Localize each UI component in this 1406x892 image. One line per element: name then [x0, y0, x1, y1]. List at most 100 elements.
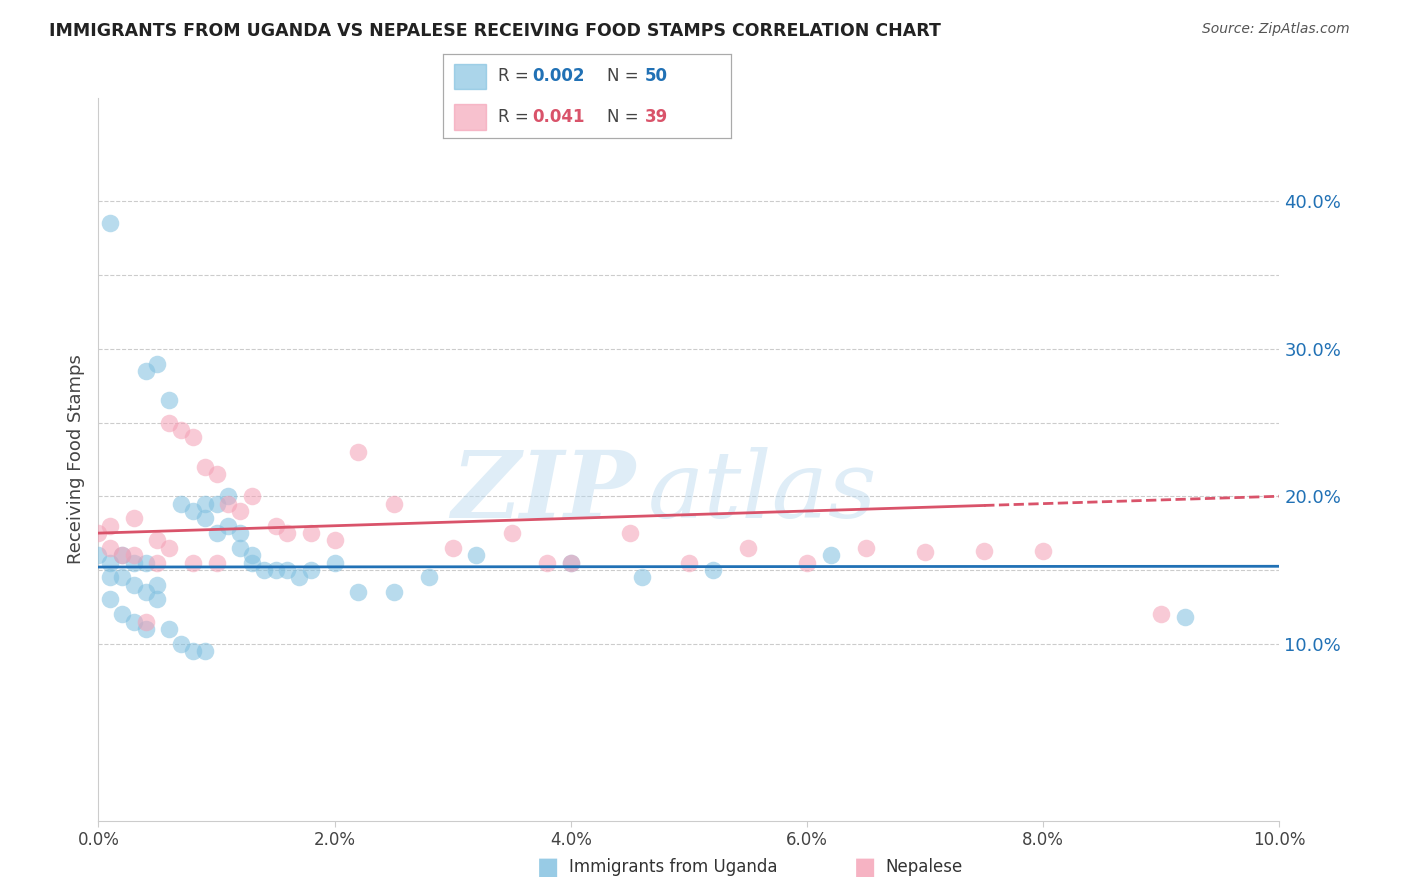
Text: Immigrants from Uganda: Immigrants from Uganda	[569, 858, 778, 876]
Text: IMMIGRANTS FROM UGANDA VS NEPALESE RECEIVING FOOD STAMPS CORRELATION CHART: IMMIGRANTS FROM UGANDA VS NEPALESE RECEI…	[49, 22, 941, 40]
Point	[98, 217, 121, 231]
Point	[288, 570, 311, 584]
Point	[98, 592, 121, 607]
Point	[98, 556, 121, 570]
Text: Source: ZipAtlas.com: Source: ZipAtlas.com	[1202, 22, 1350, 37]
Point	[146, 357, 169, 371]
Point	[678, 556, 700, 570]
Point	[820, 548, 842, 562]
Point	[323, 556, 346, 570]
Point	[914, 545, 936, 559]
Point	[135, 585, 157, 599]
Point	[382, 497, 405, 511]
Text: 39: 39	[644, 108, 668, 126]
Point	[323, 533, 346, 548]
Point	[299, 563, 322, 577]
Point	[217, 518, 239, 533]
Point	[299, 526, 322, 541]
Point	[181, 504, 204, 518]
Point	[122, 556, 145, 570]
Point	[536, 556, 558, 570]
Point	[796, 556, 818, 570]
Point	[382, 585, 405, 599]
Point	[276, 563, 298, 577]
Point	[194, 511, 217, 525]
Point	[111, 548, 134, 562]
Point	[217, 489, 239, 503]
Point	[630, 570, 652, 584]
Point	[146, 578, 169, 592]
Point	[229, 526, 252, 541]
Point	[560, 556, 582, 570]
Point	[111, 570, 134, 584]
Point	[98, 570, 121, 584]
Point	[122, 511, 145, 525]
Point	[170, 637, 193, 651]
Text: R =: R =	[498, 108, 534, 126]
Point	[181, 430, 204, 444]
Point	[157, 393, 180, 408]
Point	[135, 364, 157, 378]
Point	[264, 563, 287, 577]
Point	[122, 548, 145, 562]
Point	[181, 644, 204, 658]
Point	[240, 489, 263, 503]
Point	[560, 556, 582, 570]
Point	[170, 423, 193, 437]
Point	[229, 541, 252, 555]
Point	[194, 497, 217, 511]
Point	[111, 548, 134, 562]
Point	[702, 563, 724, 577]
Point	[1150, 607, 1173, 622]
Text: 0.041: 0.041	[533, 108, 585, 126]
Point	[229, 504, 252, 518]
Point	[465, 548, 488, 562]
Point	[855, 541, 877, 555]
Point	[194, 459, 217, 474]
Point	[87, 526, 110, 541]
Point	[157, 622, 180, 636]
Point	[1174, 610, 1197, 624]
Point	[240, 548, 263, 562]
Text: N =: N =	[607, 68, 644, 86]
Point	[737, 541, 759, 555]
Text: N =: N =	[607, 108, 644, 126]
Point	[501, 526, 523, 541]
Point	[194, 644, 217, 658]
Y-axis label: Receiving Food Stamps: Receiving Food Stamps	[66, 354, 84, 565]
Point	[122, 578, 145, 592]
Text: ■: ■	[537, 855, 560, 879]
Point	[276, 526, 298, 541]
Point	[87, 548, 110, 562]
Point	[170, 497, 193, 511]
Point	[264, 518, 287, 533]
Point	[347, 445, 370, 459]
Text: R =: R =	[498, 68, 534, 86]
Text: atlas: atlas	[648, 447, 877, 537]
Point	[98, 518, 121, 533]
Point	[135, 556, 157, 570]
Point	[111, 607, 134, 622]
Bar	[454, 104, 486, 130]
Point	[347, 585, 370, 599]
Point	[135, 622, 157, 636]
Point	[973, 543, 995, 558]
Text: Nepalese: Nepalese	[886, 858, 963, 876]
Text: ZIP: ZIP	[451, 447, 636, 537]
Point	[205, 526, 228, 541]
Point	[146, 533, 169, 548]
Point	[205, 497, 228, 511]
Text: 50: 50	[644, 68, 668, 86]
Text: ■: ■	[853, 855, 876, 879]
Point	[146, 592, 169, 607]
Point	[205, 467, 228, 482]
Text: 0.002: 0.002	[533, 68, 585, 86]
Point	[98, 541, 121, 555]
Point	[146, 556, 169, 570]
Point	[157, 416, 180, 430]
Bar	[454, 63, 486, 89]
Point	[135, 615, 157, 629]
Point	[240, 556, 263, 570]
Point	[418, 570, 440, 584]
Point	[441, 541, 464, 555]
